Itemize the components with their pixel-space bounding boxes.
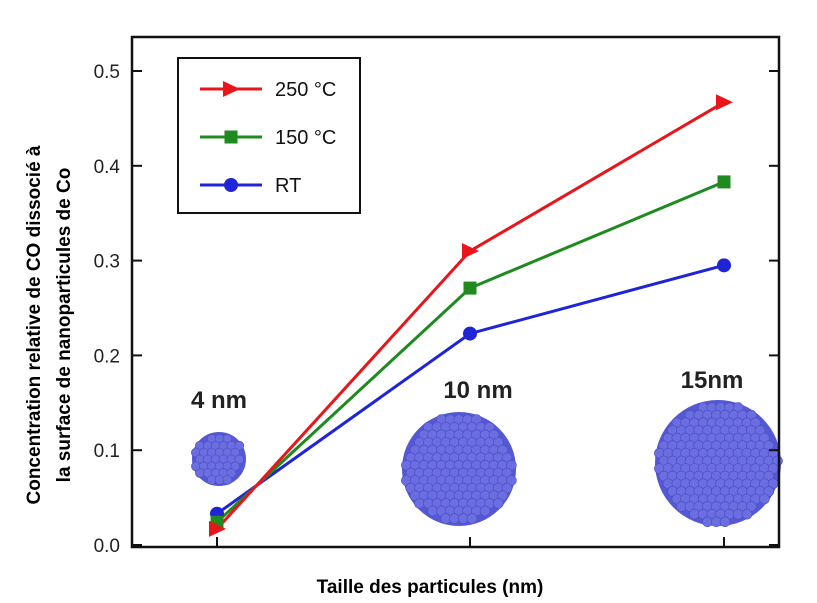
data-point [716, 94, 733, 111]
y-tick-label: 0.4 [94, 157, 121, 178]
nanoparticle-atom [466, 513, 478, 524]
nanoparticle-atom [732, 508, 744, 520]
nanoparticle-2 [401, 412, 517, 526]
y-tick-label: 0.2 [94, 346, 120, 367]
particle-size-label: 15nm [681, 367, 744, 394]
legend-label: RT [275, 175, 301, 197]
particle-size-label: 4 nm [191, 387, 247, 414]
data-point [462, 243, 479, 260]
legend-label: 150 °C [275, 127, 336, 149]
nanoparticle-3 [654, 400, 783, 528]
y-axis: 0.0 0.1 0.2 0.3 0.4 0.5 [94, 62, 779, 557]
legend-label: 250 °C [275, 79, 336, 101]
y-tick-label: 0.5 [94, 62, 120, 83]
data-point [463, 326, 477, 341]
nanoparticle-atom [719, 516, 731, 528]
legend-marker [223, 81, 240, 97]
nanoparticle-atom [479, 505, 491, 517]
series-markers [209, 94, 733, 537]
y-axis-label-line-1: Concentration relative de CO dissocié à [24, 145, 45, 504]
nanoparticle-atom [759, 493, 770, 505]
nanoparticle-atom [222, 475, 233, 485]
nanoparticle-illustrations: 4 nm 10 nm 15nm [191, 367, 783, 528]
x-axis-label: Taille des particules (nm) [317, 577, 544, 598]
plot-frame [130, 35, 781, 549]
nanoparticle-atom [741, 508, 753, 520]
legend-marker [224, 178, 238, 192]
nanoparticle-1 [191, 432, 246, 486]
legend: 250 °C 150 °C RT [177, 57, 361, 214]
data-point [463, 281, 477, 295]
y-tick-label: 0.3 [94, 252, 120, 273]
data-point [209, 520, 226, 537]
data-point [717, 258, 731, 273]
y-tick-label: 0.1 [94, 441, 120, 462]
data-point [717, 175, 731, 189]
legend-marker [224, 130, 238, 144]
y-axis-label-line-2: la surface de nanoparticules de Co [54, 168, 75, 483]
y-tick-label: 0.0 [94, 536, 120, 557]
particle-size-label: 10 nm [443, 377, 512, 404]
nanoparticle-atom [492, 498, 504, 509]
